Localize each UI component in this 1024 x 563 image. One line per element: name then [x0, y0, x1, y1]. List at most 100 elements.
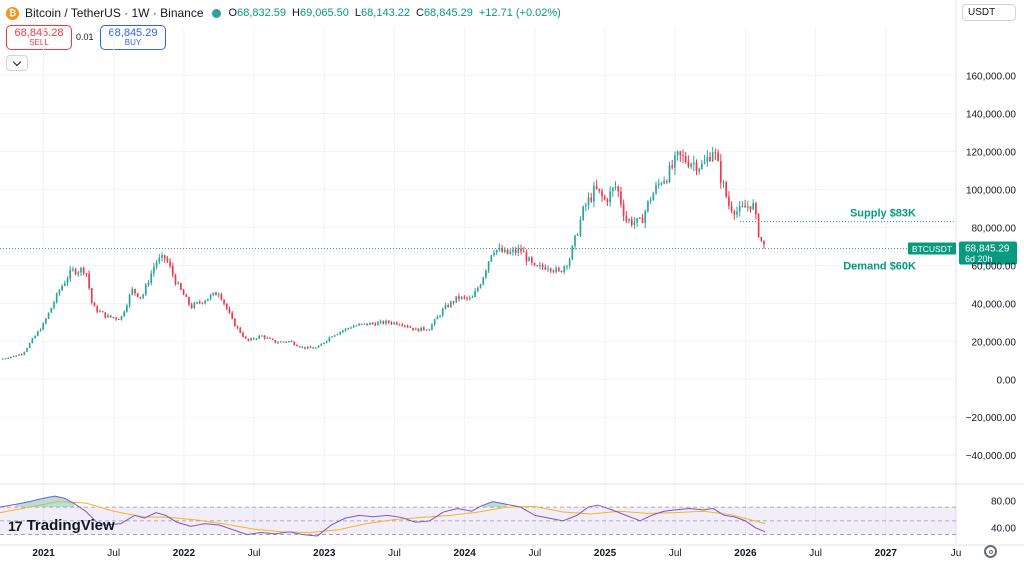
candle	[406, 324, 409, 329]
candle	[382, 320, 385, 325]
candle-body	[104, 312, 107, 318]
symbol-tag-label: BTCUSDT	[912, 244, 952, 254]
candle	[417, 328, 420, 332]
candle	[601, 188, 603, 202]
candle-body	[304, 347, 306, 349]
candle-body	[490, 255, 493, 262]
candle-body	[333, 335, 336, 337]
candle-body	[147, 283, 150, 285]
candle	[136, 293, 139, 298]
candle	[312, 347, 314, 349]
sell-button[interactable]: 68,845.28 SELL	[6, 25, 72, 50]
gear-icon[interactable]	[984, 545, 997, 558]
low-label: L	[354, 7, 362, 19]
candle-body	[112, 317, 115, 319]
y-tick-label: 160,000.00	[966, 71, 1016, 82]
candle	[611, 186, 614, 197]
candle-body	[196, 302, 198, 304]
candle-body	[398, 324, 401, 326]
candle	[279, 340, 282, 343]
x-tick-label: Jul	[248, 548, 261, 559]
candle-body	[306, 346, 309, 349]
candle	[541, 262, 544, 270]
candle-body	[730, 205, 733, 212]
bar-countdown-label: 6d 20h	[965, 254, 993, 264]
candle-body	[355, 325, 358, 327]
candle	[293, 341, 296, 346]
candle-body	[647, 200, 649, 212]
candle	[131, 286, 134, 296]
candle	[633, 217, 636, 229]
candle-body	[501, 247, 503, 253]
candle	[647, 200, 649, 214]
candle	[309, 345, 312, 348]
candle-body	[220, 294, 223, 300]
candle-body	[42, 323, 45, 330]
candle	[679, 150, 682, 163]
candle	[47, 312, 50, 320]
candle	[506, 249, 509, 255]
candle	[450, 300, 452, 308]
collapse-legend-button[interactable]	[6, 55, 28, 71]
candle	[304, 347, 306, 350]
candle	[201, 302, 204, 305]
candle	[655, 181, 657, 195]
candle	[560, 270, 563, 273]
candle	[557, 266, 560, 272]
candle-body	[609, 191, 611, 203]
candle-body	[279, 341, 282, 343]
candle	[158, 253, 161, 265]
candle	[115, 316, 117, 321]
candle	[331, 335, 333, 338]
candle	[50, 307, 53, 313]
sell-label: SELL	[29, 38, 49, 48]
candle	[509, 248, 512, 255]
candle	[266, 336, 269, 339]
x-tick-label: Jul	[388, 548, 401, 559]
candle	[301, 346, 304, 349]
candle-body	[660, 183, 663, 185]
candle-body	[447, 305, 449, 308]
candle-body	[23, 351, 26, 355]
candle	[622, 199, 625, 222]
candle-body	[225, 303, 228, 309]
candle-body	[231, 312, 234, 319]
buy-button[interactable]: 68,845.29 BUY	[100, 25, 166, 50]
candle	[471, 295, 474, 298]
candle	[477, 286, 479, 293]
candle	[93, 301, 96, 307]
candle-body	[90, 288, 93, 303]
candle	[258, 334, 261, 340]
candle-body	[755, 203, 757, 215]
candle	[552, 269, 555, 274]
candle	[617, 185, 620, 198]
candle-body	[190, 304, 193, 309]
symbol-title[interactable]: Bitcoin / TetherUS · 1W · Binance	[25, 6, 204, 20]
candle-body	[9, 356, 12, 358]
candle	[128, 293, 131, 308]
candle-body	[77, 272, 80, 275]
candle	[69, 266, 72, 282]
candle-body	[212, 292, 215, 296]
tradingview-logo[interactable]: 17 TradingView	[8, 517, 115, 534]
candle-body	[436, 316, 439, 320]
candle-body	[252, 338, 255, 340]
candle	[193, 301, 196, 310]
currency-selector[interactable]: USDT	[962, 4, 1016, 21]
candle-body	[266, 337, 269, 339]
candle	[636, 217, 638, 227]
candle-body	[344, 328, 347, 331]
candle-body	[568, 259, 571, 266]
candle	[371, 322, 374, 325]
candle-body	[533, 262, 536, 266]
candle-body	[390, 322, 393, 324]
candle-body	[174, 275, 177, 285]
candle-body	[363, 323, 366, 325]
candle-body	[698, 168, 701, 172]
candle-body	[317, 345, 320, 348]
candle-body	[115, 317, 117, 320]
candle	[207, 298, 209, 301]
candle-body	[709, 156, 711, 162]
candle-body	[728, 196, 730, 206]
